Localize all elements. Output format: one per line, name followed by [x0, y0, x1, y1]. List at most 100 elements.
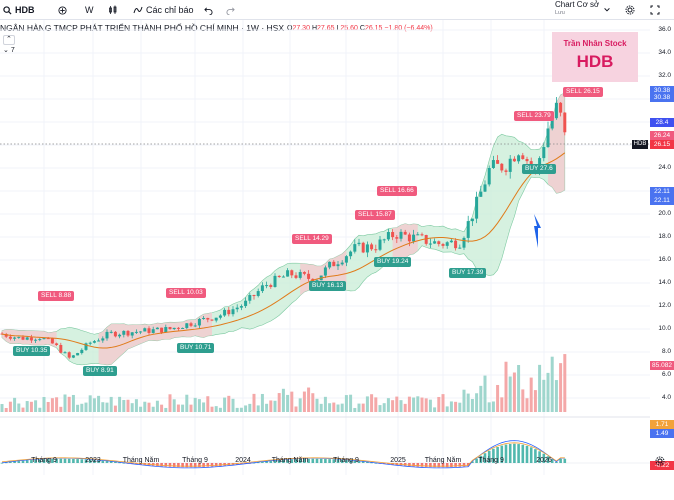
volume-bar	[462, 389, 466, 412]
time-axis[interactable]: Tháng 9 2023 Tháng Năm Tháng 9 2024 Tháng Năm…	[0, 456, 665, 500]
indicators-count-value: 7	[10, 46, 15, 54]
watermark: Trần Nhân Stock HDB	[552, 32, 638, 82]
macd-oscillator	[0, 440, 650, 469]
time-tick: Tháng Năm	[271, 457, 309, 464]
volume-bar	[298, 398, 302, 412]
buy-signal-label[interactable]: BUY 19.24	[374, 257, 412, 267]
candle-body	[563, 112, 567, 133]
volume-bar	[466, 393, 470, 412]
osc-bar	[63, 458, 67, 463]
candle-body	[483, 184, 487, 192]
candle-body	[466, 221, 470, 238]
candle-body	[185, 323, 189, 328]
interval-button[interactable]: W	[85, 3, 94, 17]
candle-body	[550, 118, 554, 129]
candle-body	[76, 353, 80, 356]
volume-bar	[365, 396, 369, 412]
indicators-count[interactable]: ⌄ 7	[3, 46, 15, 55]
osc-bar	[42, 459, 46, 463]
compare-button[interactable]	[58, 3, 67, 17]
candle-body	[67, 352, 71, 358]
osc-bar	[315, 458, 319, 463]
volume-bar	[550, 356, 554, 412]
osc-bar	[332, 459, 336, 463]
time-tick: Tháng 9	[333, 457, 359, 464]
sell-signal-label[interactable]: SELL 14.29	[292, 234, 332, 244]
candle-body	[323, 267, 327, 276]
time-tick: Tháng 9	[182, 457, 208, 464]
price-chart[interactable]	[0, 20, 650, 475]
candle-body	[512, 158, 516, 162]
volume-bar	[454, 401, 458, 412]
volume-bar	[59, 406, 63, 412]
time-tick: 2024	[235, 457, 251, 464]
sell-signal-label[interactable]: SELL 23.79	[514, 111, 554, 121]
osc-bar	[67, 458, 71, 463]
osc-bar	[445, 463, 449, 468]
volume-bar	[256, 405, 260, 412]
redo-icon	[226, 6, 235, 15]
buy-signal-label[interactable]: BUY 8.91	[83, 366, 117, 376]
sell-signal-label[interactable]: SELL 16.66	[377, 186, 417, 196]
volume-bar	[181, 404, 185, 412]
layout-menu[interactable]: Chart Cơ sở Lưu	[555, 0, 599, 18]
candle-body	[382, 239, 386, 241]
osc-bar	[30, 460, 33, 463]
sell-signal-label[interactable]: SELL 10.03	[166, 288, 206, 298]
volume-bar	[386, 398, 390, 412]
volume-bar	[374, 397, 378, 412]
buy-signal-label[interactable]: BUY 10.35	[13, 346, 51, 356]
buy-signal-label[interactable]: BUY 27.6	[522, 164, 556, 174]
buy-signal-label[interactable]: BUY 16.13	[309, 281, 347, 291]
candle-body	[281, 276, 285, 278]
volume-bar	[281, 388, 285, 412]
candle-body	[290, 270, 294, 276]
volume-bar	[63, 394, 67, 412]
gear-icon[interactable]	[655, 456, 665, 466]
open-value: 27.30	[292, 24, 310, 32]
osc-bar	[122, 462, 126, 464]
buy-signal-label[interactable]: BUY 17.39	[449, 268, 487, 278]
volume-bar	[168, 394, 172, 412]
osc-bar	[387, 463, 390, 465]
osc-bar	[286, 459, 289, 463]
osc-bar	[0, 462, 4, 464]
osc-bar	[475, 458, 478, 463]
osc-bar	[51, 458, 54, 463]
osc-bar	[525, 445, 529, 463]
chevron-down-icon	[604, 8, 610, 12]
volume-bar	[517, 365, 521, 412]
candle-body	[407, 234, 411, 242]
undo-button[interactable]	[204, 3, 213, 17]
candle-body	[206, 317, 210, 320]
volume-bar	[252, 393, 256, 412]
volume-bar	[13, 397, 17, 412]
fullscreen-button[interactable]	[650, 3, 660, 17]
settings-button[interactable]	[625, 3, 635, 17]
sell-signal-label[interactable]: SELL 8.88	[38, 291, 75, 301]
candle-body	[265, 285, 269, 287]
osc-bar	[277, 460, 281, 463]
volume-bar	[227, 395, 231, 412]
volume-bar	[50, 398, 54, 412]
volume-bar	[218, 407, 222, 412]
sell-signal-label[interactable]: SELL 26.15	[563, 87, 603, 97]
layout-dropdown[interactable]	[603, 3, 611, 17]
chart-type-button[interactable]	[108, 3, 118, 17]
symbol-search[interactable]: HDB	[3, 3, 35, 17]
price-badge: 22.11	[650, 187, 674, 196]
osc-bar	[265, 461, 268, 463]
indicators-button[interactable]: Các chỉ báo	[133, 3, 194, 17]
candle-body	[525, 159, 529, 162]
osc-bar	[273, 460, 277, 463]
redo-button[interactable]	[226, 3, 235, 17]
indicators-toggle[interactable]: ⌃	[3, 35, 15, 45]
sell-signal-label[interactable]: SELL 15.87	[355, 210, 395, 220]
buy-signal-label[interactable]: BUY 10.71	[177, 343, 215, 353]
volume-bar	[143, 401, 147, 412]
volume-bar	[71, 394, 75, 412]
osc-bar	[412, 463, 415, 467]
osc-bar	[59, 458, 63, 463]
volume-bar	[185, 394, 189, 412]
candles-icon	[109, 5, 117, 14]
